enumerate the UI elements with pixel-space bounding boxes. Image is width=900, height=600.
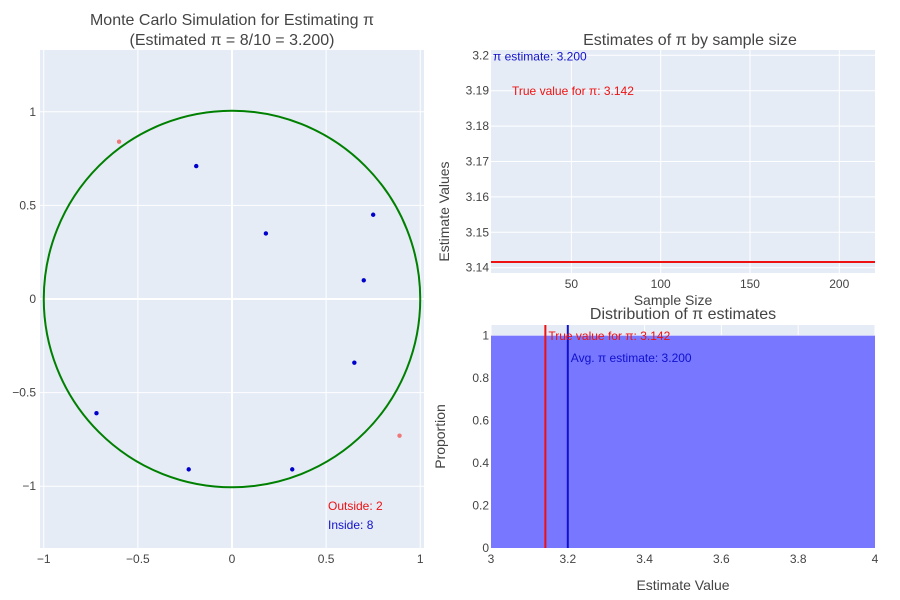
estimates-title: Estimates of π by sample size bbox=[583, 32, 797, 49]
x-tick-label: 0.5 bbox=[318, 552, 335, 566]
y-tick-label: 0.2 bbox=[472, 499, 489, 513]
scatter-panel: −1 −0.5 0 0.5 1 −1 −0.5 0 0.5 1 Monte Carlo Simu… bbox=[12, 12, 424, 566]
x-tick-label: 50 bbox=[565, 277, 579, 291]
distribution-true-pi-label: True value for π: 3.142 bbox=[548, 329, 670, 343]
x-tick-label: 3 bbox=[488, 552, 495, 566]
inside-point bbox=[352, 360, 357, 365]
outside-point bbox=[397, 433, 402, 438]
x-tick-label: 1 bbox=[417, 552, 424, 566]
y-tick-label: 3.16 bbox=[466, 190, 490, 204]
scatter-y-tick-labels: −1 −0.5 0 0.5 1 bbox=[12, 105, 36, 493]
inside-point bbox=[186, 467, 191, 472]
inside-point bbox=[94, 411, 99, 416]
y-tick-label: 3.17 bbox=[466, 155, 490, 169]
y-tick-label: 3.19 bbox=[466, 84, 490, 98]
x-tick-label: 3.8 bbox=[790, 552, 807, 566]
x-tick-label: 3.4 bbox=[636, 552, 653, 566]
estimates-gridlines bbox=[491, 50, 875, 273]
distribution-x-tick-labels: 3 3.2 3.4 3.6 3.8 4 bbox=[488, 552, 879, 566]
inside-count-label: Inside: 8 bbox=[328, 518, 374, 532]
x-tick-label: 100 bbox=[651, 277, 671, 291]
inside-point bbox=[370, 212, 376, 217]
y-tick-label: 0.8 bbox=[472, 371, 489, 385]
outside-count-label: Outside: 2 bbox=[328, 499, 383, 513]
y-tick-label: 0.4 bbox=[472, 456, 489, 470]
distribution-title: Distribution of π estimates bbox=[590, 306, 776, 323]
estimates-panel: 50 100 150 200 3.143.153.163.173.183.193.2 … bbox=[436, 32, 875, 308]
distribution-y-tick-labels: 0 0.2 0.4 0.6 0.8 1 bbox=[472, 329, 489, 555]
y-tick-label: 0 bbox=[482, 541, 489, 555]
x-tick-label: 3.6 bbox=[713, 552, 730, 566]
x-tick-label: 4 bbox=[872, 552, 879, 566]
estimates-x-tick-labels: 50 100 150 200 bbox=[565, 277, 850, 291]
distribution-avg-label: Avg. π estimate: 3.200 bbox=[571, 351, 692, 365]
x-tick-label: 150 bbox=[740, 277, 760, 291]
x-tick-label: 200 bbox=[829, 277, 849, 291]
x-tick-label: 3.2 bbox=[559, 552, 576, 566]
y-tick-label: 0 bbox=[29, 292, 36, 306]
scatter-points bbox=[94, 139, 402, 472]
distribution-y-axis-title: Proportion bbox=[432, 404, 448, 469]
y-tick-label: −1 bbox=[22, 479, 36, 493]
scatter-gridlines bbox=[40, 50, 424, 548]
histogram-bar bbox=[491, 335, 875, 548]
y-tick-label: 1 bbox=[482, 329, 489, 343]
outside-point bbox=[116, 139, 122, 144]
x-tick-label: −1 bbox=[37, 552, 51, 566]
scatter-x-tick-labels: −1 −0.5 0 0.5 1 bbox=[37, 552, 424, 566]
y-tick-label: 0.6 bbox=[472, 414, 489, 428]
x-tick-label: 0 bbox=[229, 552, 236, 566]
inside-point bbox=[361, 278, 366, 283]
y-tick-label: 3.18 bbox=[466, 119, 490, 133]
y-tick-label: 3.2 bbox=[472, 48, 489, 62]
distribution-panel: 3 3.2 3.4 3.6 3.8 4 0 0.2 0.4 0.6 0.8 1 Distributi… bbox=[432, 306, 879, 593]
unit-circle bbox=[42, 109, 422, 489]
y-tick-label: 3.14 bbox=[466, 261, 490, 275]
estimates-y-axis-title: Estimate Values bbox=[436, 161, 452, 261]
histogram-bars bbox=[491, 335, 875, 548]
x-tick-label: −0.5 bbox=[126, 552, 150, 566]
y-tick-label: −0.5 bbox=[12, 386, 36, 400]
y-tick-label: 0.5 bbox=[19, 198, 36, 212]
estimates-y-tick-labels: 3.14 3.15 3.16 3.17 3.18 3.19 3.2 bbox=[466, 48, 490, 274]
scatter-title-line1: Monte Carlo Simulation for Estimating π bbox=[90, 12, 374, 29]
pi-estimate-label: π estimate: 3.200 bbox=[493, 49, 587, 63]
inside-point bbox=[290, 467, 295, 472]
y-tick-label: 3.15 bbox=[466, 225, 490, 239]
true-pi-label: True value for π: 3.142 bbox=[512, 84, 634, 98]
estimates-x-axis-title: Sample Size bbox=[634, 292, 713, 308]
inside-point bbox=[263, 231, 269, 236]
scatter-title-line2: (Estimated π = 8/10 = 3.200) bbox=[130, 32, 335, 49]
inside-point bbox=[194, 163, 199, 169]
distribution-x-axis-title: Estimate Value bbox=[636, 577, 729, 593]
y-tick-label: 1 bbox=[29, 105, 36, 119]
